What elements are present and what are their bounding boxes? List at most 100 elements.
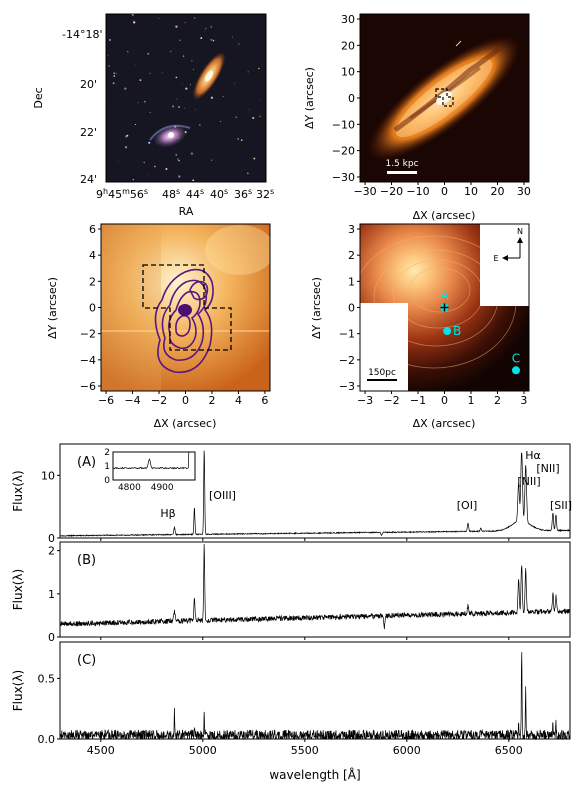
x-tick-label: 5000	[189, 744, 217, 757]
emission-line-label: [NII]	[536, 462, 559, 475]
x-tick-label: 6	[261, 394, 268, 407]
star	[177, 158, 179, 160]
x-tick-label: −4	[124, 394, 140, 407]
x-tick-label: 4500	[87, 744, 115, 757]
star	[240, 139, 243, 141]
x-tick-label: −3	[357, 394, 373, 407]
spectrum-tag: (B)	[77, 553, 96, 568]
zoom1-ylabel: ΔY (arcsec)	[303, 67, 316, 129]
emission-line-label: [NII]	[517, 475, 540, 488]
star	[177, 105, 181, 109]
spectrum-frame	[59, 541, 571, 638]
x-tick-label: −30	[353, 185, 376, 198]
star	[211, 159, 213, 161]
compass-north: N	[517, 227, 523, 236]
y-tick-label: 0.0	[38, 733, 56, 746]
spectrum-line	[59, 543, 571, 630]
dec-tick: -14°18'	[62, 28, 103, 41]
star	[235, 116, 238, 118]
y-tick-label: 20	[341, 39, 355, 52]
y-tick-label: −2	[339, 354, 355, 367]
star	[127, 50, 129, 53]
dec-tick: 24'	[80, 173, 97, 186]
y-tick-label: 1	[348, 275, 355, 288]
y-tick-label: −2	[80, 328, 96, 341]
star	[185, 87, 188, 90]
y-tick-label: −30	[332, 171, 355, 184]
map-points: A B C	[440, 289, 520, 375]
inset-y-tick-label: 1	[104, 462, 110, 472]
star	[158, 18, 160, 19]
scale-bar	[387, 171, 417, 174]
x-tick-label: 6500	[495, 744, 523, 757]
zoom2-xlabel: ΔX (arcsec)	[154, 417, 217, 430]
y-tick-label: 0	[89, 302, 96, 315]
spectrum-panel-c: 0.0 0.5 4500 5000 5500 6000 6500 (C) Flux(λ)	[11, 641, 571, 757]
y-tick-label: 1	[48, 588, 55, 601]
map-point-label: C	[512, 351, 520, 365]
star	[170, 50, 172, 53]
star	[248, 109, 250, 110]
star	[184, 107, 185, 109]
svg-text:48s: 48s	[162, 187, 180, 201]
star	[200, 37, 203, 39]
star	[232, 36, 233, 38]
map-point-label: A	[440, 289, 449, 303]
y-tick-label: 0	[348, 302, 355, 315]
emission-line-label: [OI]	[457, 499, 478, 512]
emission-line-label: [SII]	[550, 499, 572, 512]
star	[259, 100, 260, 101]
svg-text:36s: 36s	[234, 187, 252, 201]
star	[154, 165, 156, 168]
y-tick-label: −3	[339, 380, 355, 393]
x-tick-label: −1	[410, 394, 426, 407]
spectra-panels: 010(A)Flux(λ)Hβ[OIII][OI][NII]Hα[NII][SI…	[11, 443, 572, 782]
star	[149, 72, 151, 74]
emission-line-label: Hα	[525, 449, 541, 462]
x-tick-label: 2	[494, 394, 501, 407]
y-tick-label: 0	[348, 92, 355, 105]
svg-text:32s: 32s	[256, 187, 274, 201]
x-tick-label: 3	[520, 394, 527, 407]
x-tick-label: 4	[235, 394, 242, 407]
inset-x-tick-label: 4900	[151, 483, 174, 493]
spectrum-ylabel: Flux(λ)	[11, 670, 25, 711]
y-tick-label: 0	[48, 532, 55, 545]
star	[126, 134, 129, 137]
star	[108, 65, 110, 67]
star	[148, 174, 149, 175]
star	[135, 64, 137, 66]
star	[258, 67, 260, 70]
zoom-image-12arcsec: −6 −4 −2 0 2 4 6 6 4 2 0 −2 −4 −6 ΔX (arcsec) ΔY (arc…	[46, 223, 271, 430]
dec-tick: 22'	[80, 126, 97, 139]
star	[117, 161, 119, 163]
star	[124, 146, 128, 149]
map-panel: N E A B C 150pc −3 −2 −1 0 1 2 3 3 2 1 0 −1 −2 −3 ΔX (a…	[310, 223, 530, 430]
y-tick-label: 3	[348, 223, 355, 236]
x-tick-label: −6	[98, 394, 114, 407]
star	[113, 75, 115, 77]
y-tick-label: 2	[48, 545, 55, 558]
x-tick-label: −2	[383, 394, 399, 407]
spectrum-tag: (C)	[77, 653, 96, 668]
sky-image-panel: -14°18' 20' 22' 24' Dec 9h45m56s 48s 44s…	[32, 13, 274, 218]
star	[124, 87, 127, 90]
star	[112, 82, 115, 85]
compass-east: E	[493, 254, 498, 263]
spectrum-panel-b: 0 1 2 (B) Flux(λ)	[11, 541, 571, 644]
star	[133, 21, 136, 24]
x-tick-label: 20	[490, 185, 504, 198]
map-xlabel: ΔX (arcsec)	[413, 417, 476, 430]
star	[182, 55, 185, 57]
star	[184, 22, 186, 24]
x-tick-label: 0	[441, 185, 448, 198]
zoom1-xlabel: ΔX (arcsec)	[413, 209, 476, 222]
star	[210, 26, 212, 28]
x-tick-label: 5500	[291, 744, 319, 757]
x-tick-label: 2	[208, 394, 215, 407]
star	[222, 96, 224, 98]
y-tick-label: 30	[341, 13, 355, 26]
star	[212, 39, 215, 42]
scale-bar-label: 1.5 kpc	[385, 159, 418, 169]
